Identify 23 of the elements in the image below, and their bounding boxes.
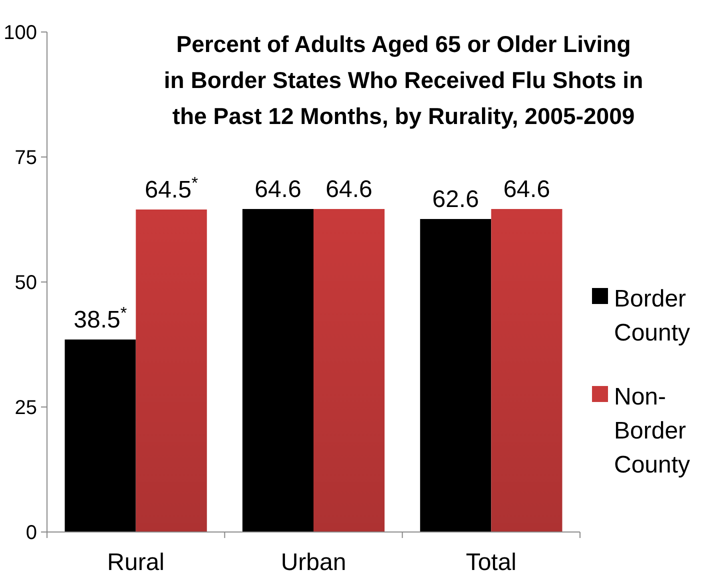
x-tick-label: Total (466, 549, 517, 576)
legend-label: Non-Border County (614, 383, 690, 478)
y-tick-label: 100 (4, 22, 37, 44)
bar (420, 219, 492, 532)
data-label: 64.6 (254, 176, 302, 203)
bar (136, 210, 207, 532)
y-tick-label: 75 (14, 147, 37, 169)
legend-label: Border County (614, 285, 690, 346)
data-label: 64.6 (326, 176, 372, 203)
text: Percent of Adults Aged 65 or Older Living in Border States Who Received Flu Shots in the Past 12 Months, by Rurality, 2005-2009 (164, 31, 644, 129)
bar (242, 209, 314, 532)
y-tick-label: 0 (26, 522, 37, 544)
data-label: 38.5$^{*}$ (74, 303, 128, 334)
data-label: 64.5$^{*}$ (144, 173, 198, 204)
data-label: 64.6 (503, 176, 550, 203)
data-label: 62.6 (432, 186, 479, 213)
bar (491, 209, 562, 532)
x-tick-label: Rural (107, 549, 165, 576)
y-tick-label: 50 (14, 272, 37, 294)
x-tick-label: Urban (280, 549, 346, 576)
y-tick-label: 25 (14, 397, 37, 419)
bar (314, 209, 385, 532)
bar (64, 340, 136, 532)
